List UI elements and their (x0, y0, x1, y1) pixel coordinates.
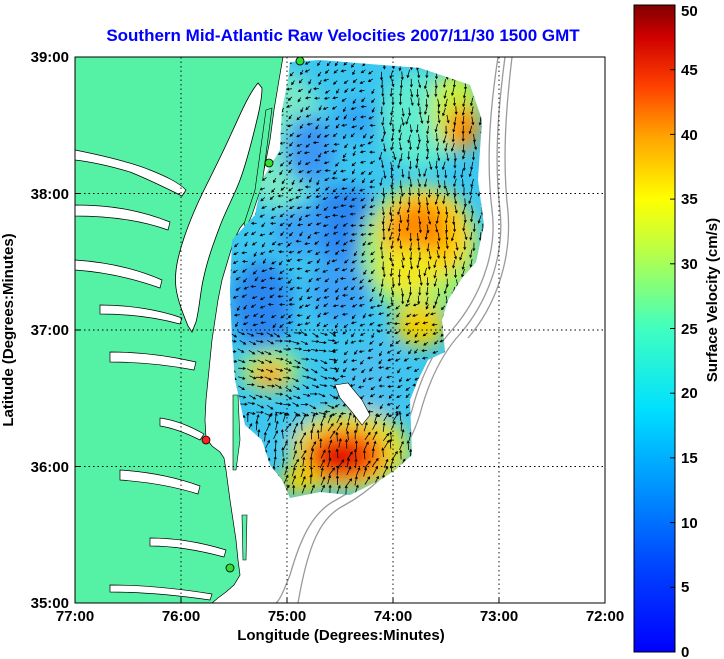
x-axis-tick-labels: 77:00 76:00 75:00 74:00 73:00 72:00 (56, 608, 624, 625)
colorbar-scale (633, 4, 676, 653)
x-tick-label: 72:00 (586, 608, 624, 625)
radar-site-marker (264, 158, 274, 168)
velocity-arrow-glyphs (230, 60, 484, 496)
colorbar-tick-label: 15 (681, 450, 698, 467)
colorbar-ticks (670, 4, 675, 653)
grid-lines (75, 57, 605, 603)
x-tick-label: 76:00 (162, 608, 200, 625)
colorbar-tick-label: 5 (681, 579, 689, 596)
colorbar-tick-label: 30 (681, 256, 698, 273)
colorbar-tick-label: 50 (681, 3, 698, 20)
x-tick-label: 77:00 (56, 608, 94, 625)
colorbar-tick-label: 10 (681, 515, 698, 532)
colorbar-tick-labels: 0 5 10 15 20 25 30 35 40 45 50 (681, 3, 698, 659)
colorbar-tick-label: 0 (681, 644, 689, 659)
x-tick-label: 74:00 (374, 608, 412, 625)
x-axis-ticks (74, 598, 606, 603)
chesapeake-bay (175, 82, 263, 333)
y-tick-label: 37:00 (31, 322, 69, 339)
y-tick-label: 35:00 (31, 595, 69, 612)
hf-radar-sites (201, 57, 305, 573)
radar-site-marker (295, 57, 305, 66)
y-axis-ticks (75, 56, 80, 604)
bathymetry-contours (275, 57, 513, 603)
colorbar-tick-label: 35 (681, 191, 698, 208)
colorbar-tick-label: 45 (681, 62, 698, 79)
y-tick-label: 36:00 (31, 459, 69, 476)
y-axis-tick-labels: 35:00 36:00 37:00 38:00 39:00 (31, 49, 69, 612)
radar-site-marker (201, 435, 211, 445)
colorbar-tick-label: 20 (681, 385, 698, 402)
colorbar-label: Surface Velocity (cm/s) (704, 218, 721, 382)
colorbar-tick-label: 25 (681, 321, 698, 338)
x-tick-label: 75:00 (268, 608, 306, 625)
y-tick-label: 39:00 (31, 49, 69, 66)
barrier-islands (232, 107, 273, 561)
x-tick-label: 73:00 (480, 608, 518, 625)
map-title: Southern Mid-Atlantic Raw Velocities 200… (106, 26, 580, 45)
y-axis-label: Latitude (Degrees:Minutes) (0, 233, 17, 426)
y-tick-label: 38:00 (31, 186, 69, 203)
x-axis-label: Longitude (Degrees:Minutes) (237, 627, 445, 644)
radar-site-marker (225, 563, 235, 573)
colorbar-tick-label: 40 (681, 127, 698, 144)
offshore-data-gap (334, 382, 371, 426)
tidal-rivers (75, 149, 227, 601)
velocity-arrows (230, 60, 484, 496)
